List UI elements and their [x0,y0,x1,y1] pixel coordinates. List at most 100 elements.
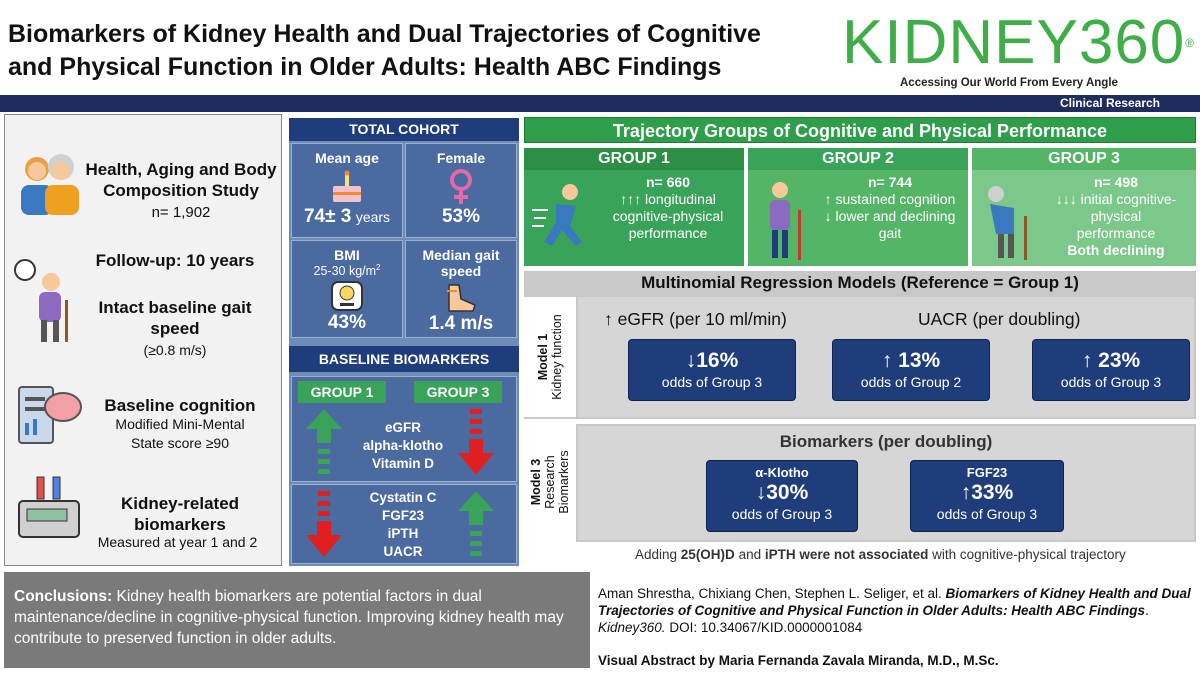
logo-text: KIDNEY360 [842,8,1186,77]
klotho-result-box: α-Klotho ↓30% odds of Group 3 [706,460,858,532]
association-note: Adding 25(OH)D and iPTH were not associa… [635,547,1126,562]
biomarkers-header: BASELINE BIOMARKERS [289,346,519,372]
group3-text: n= 498 ↓↓↓ initial cognitive- physical p… [1038,174,1194,259]
followup-label: Follow-up: 10 years [95,251,255,270]
uacr-group2-text: odds of Group 2 [860,374,962,390]
note-bold-1: 25(OH)D [680,547,735,562]
model1-side-text: Model 1 Kidney function [536,314,564,399]
model3-sublabel-1: Research [543,455,557,509]
cognition-line-1: Modified Mini-Mental [115,416,245,432]
egfr-result-box: ↓16% odds of Group 3 [628,339,796,401]
group1-title: GROUP 1 [524,148,744,170]
gait-speed-cell: Median gait speed 1.4 m/s [405,240,517,338]
group2-text: n= 744 ↑ sustained cognition ↓ lower and… [812,174,968,242]
section-bar: Clinical Research [0,95,1200,112]
uacr-label: UACR (per doubling) [918,309,1081,329]
cohort-header: TOTAL COHORT [289,118,519,141]
lab-analyzer-icon [11,473,87,543]
group3-n: n= 498 [1094,174,1138,190]
group1-line-2: cognitive-physical [612,208,724,224]
fgf23-label: FGF23 [966,465,1008,480]
uacr-group3-text: odds of Group 3 [1060,374,1162,390]
up-arrow-green-icon [306,409,342,474]
cohort-panel: TOTAL COHORT Mean age 74± 3 years Female… [289,118,519,566]
cognition-title: Baseline cognition [104,396,256,415]
title-line-2: and Physical Function in Older Adults: H… [8,53,722,81]
group3-title: GROUP 3 [972,148,1196,170]
gait-line-2: speed [150,319,200,338]
registered-mark: ® [1185,36,1196,50]
title-line-1: Biomarkers of Kidney Health and Dual Tra… [8,20,761,48]
group2-n: n= 744 [868,174,912,190]
group3-pill: GROUP 3 [414,381,502,403]
conclusions-text: Kidney health biomarkers are potential f… [14,588,564,647]
model3-sublabel-2: Biomarkers [557,450,571,514]
gait-speed-value: 1.4 m/s [428,313,494,334]
note-bold-2: iPTH were not associated [764,547,929,562]
biomarkers-line-1: Kidney-related [120,494,240,513]
trajectory-panel: Trajectory Groups of Cognitive and Physi… [524,117,1196,267]
model3-side-text: Model 3 Research Biomarkers [529,450,571,513]
uacr-group2-box: ↑ 13% odds of Group 2 [832,339,990,401]
model3-body: Biomarkers (per doubling) α-Klotho ↓30% … [578,426,1194,540]
group3-line-2: physical [1090,208,1142,224]
age-unit: years [355,209,391,225]
group3-card: GROUP 3 n= 498 ↓↓↓ initial cognitive- ph… [972,148,1196,266]
bmi-unit-exponent: 2 [376,263,381,272]
biomarkers-line-2: biomarkers [134,515,226,534]
biomarker-cystatin-c: Cystatin C [369,490,437,505]
cake-icon [327,170,367,204]
biomarker-ipth: iPTH [387,526,419,541]
group3-line-3: performance [1076,225,1156,241]
female-symbol-icon [446,168,476,206]
uacr-group3-box: ↑ 23% odds of Group 3 [1032,339,1190,401]
regression-model3-panel: Model 3 Research Biomarkers Biomarkers (… [524,424,1196,542]
citation: Aman Shrestha, Chixiang Chen, Stephen L.… [598,586,1191,635]
biomarkers-title: Kidney-related biomarkers [85,493,275,535]
citation-authors: Aman Shrestha, Chixiang Chen, Stephen L.… [598,586,946,601]
klotho-label: α-Klotho [755,465,809,480]
bmi-cell: BMI 25-30 kg/m2 43% [291,240,403,338]
biomarkers-per-doubling-label: Biomarkers (per doubling) [779,432,993,451]
female-value: 53% [441,206,481,227]
note-part-2: and [734,547,765,562]
note-part-1: Adding [635,547,681,562]
note-part-3: with cognitive-physical trajectory [928,547,1126,562]
fgf23-value: ↑33% [960,481,1014,504]
group2-line-2: ↓ lower and declining [824,208,956,224]
gait-label-line-2: speed [440,263,482,279]
model1-body: ↑ eGFR (per 10 ml/min) UACR (per doublin… [578,297,1194,417]
group1-pill: GROUP 1 [298,381,386,403]
citation-doi[interactable]: DOI: 10.34067/KID.0000001084 [665,620,863,635]
bmi-range: 25-30 kg/m [313,264,377,279]
biomarker-vitamin-d: Vitamin D [371,456,434,471]
cognition-criterion: Modified Mini-Mental State score ≥90 [85,415,275,453]
regression-header: Multinomial Regression Models (Reference… [641,273,1079,292]
walking-elder-icon [11,255,77,345]
citation-journal: Kidney360. [598,620,666,635]
uacr-group3-value: ↑ 23% [1081,349,1141,372]
model1-label: Model 1 [536,333,550,381]
female-label: Female [436,150,486,166]
biomarker-egfr: eGFR [384,420,421,435]
group1-n: n= 660 [646,174,690,190]
age-value: 74± 3 [303,206,352,227]
journal-tagline: Accessing Our World From Every Angle [900,77,1118,89]
study-count: n= 1,902 [151,204,211,221]
group1-card: GROUP 1 n= 660 ↑↑↑ longitudinal cognitiv… [524,148,744,266]
mean-age-cell: Mean age 74± 3 years [291,143,403,238]
gait-line-1: Intact baseline gait [98,298,252,317]
model1-sublabel: Kidney function [550,314,564,400]
frail-elder-icon [988,186,1027,260]
egfr-label: ↑ eGFR (per 10 ml/min) [604,309,787,329]
down-arrow-red-icon [458,409,494,475]
visual-abstract-credit: Visual Abstract by Maria Fernanda Zavala… [598,653,999,668]
study-line-2: Composition Study [103,181,259,200]
biomarker-alpha-klotho: alpha-klotho [362,438,444,453]
runner-icon [532,184,582,246]
study-name: Health, Aging and Body Composition Study [83,159,279,201]
journal-logo: KIDNEY360® [842,8,1196,78]
down-arrow-red-icon [306,491,342,557]
conclusions-box: Conclusions: Kidney health biomarkers ar… [4,572,590,668]
older-couple-icon [11,145,87,225]
